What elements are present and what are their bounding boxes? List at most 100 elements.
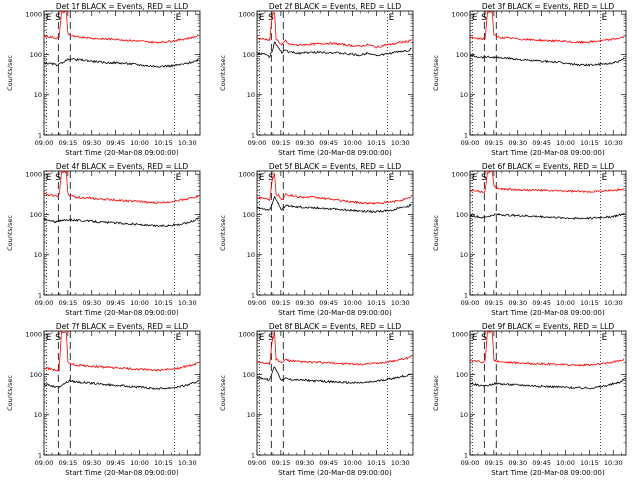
x-tick-label: 10:15	[154, 299, 173, 307]
marker-label: E	[46, 13, 52, 23]
x-tick-label: 09:15	[485, 459, 504, 467]
x-axis-label: Start Time (20-Mar-08 09:00:00)	[491, 149, 605, 157]
y-tick-label: 100	[30, 51, 42, 59]
x-tick-label: 09:45	[106, 299, 125, 307]
marker-label: E	[176, 173, 182, 183]
marker-label: S	[268, 13, 274, 23]
events-series-line	[44, 379, 199, 391]
plot-frame	[469, 330, 627, 456]
marker-label: S	[55, 13, 61, 23]
marker-label: S	[268, 173, 274, 183]
x-axis-label: Start Time (20-Mar-08 09:00:00)	[65, 309, 179, 317]
y-tick-label: 1	[464, 452, 468, 460]
y-tick-label: 10	[247, 411, 255, 419]
x-tick-label: 09:15	[485, 139, 504, 147]
y-tick-label: 100	[243, 51, 255, 59]
y-axis-label: Counts/sec	[6, 215, 14, 251]
x-tick-label: 10:15	[154, 459, 173, 467]
x-axis-label: Start Time (20-Mar-08 09:00:00)	[491, 469, 605, 477]
x-tick-label: 10:00	[130, 139, 149, 147]
x-tick-label: 09:15	[59, 139, 78, 147]
det-chart-1: Det 1f BLACK = Events, RED = LLD Counts/s…	[6, 2, 201, 157]
x-tick-label: 10:30	[391, 459, 410, 467]
y-tick-label: 1000	[238, 11, 255, 19]
marker-label: E	[472, 333, 478, 343]
events-series-line	[470, 212, 625, 220]
x-tick-label: 10:00	[556, 459, 575, 467]
lld-series-line	[44, 171, 199, 205]
y-tick-label: 10	[34, 91, 42, 99]
x-tick-label: 09:00	[248, 299, 267, 307]
x-tick-label: 09:45	[319, 139, 338, 147]
marker-label: E	[259, 333, 265, 343]
det-chart-7: Det 7f BLACK = Events, RED = LLD Counts/s…	[6, 322, 201, 477]
chart-title: Det 4f BLACK = Events, RED = LLD	[56, 162, 189, 171]
plot-frame	[469, 10, 627, 136]
x-tick-label: 10:15	[367, 459, 386, 467]
x-tick-label: 09:00	[35, 299, 54, 307]
x-tick-label: 09:45	[106, 459, 125, 467]
x-tick-label: 10:30	[178, 139, 197, 147]
plot-frame	[43, 330, 201, 456]
lld-series-line	[257, 173, 412, 205]
lld-series-line	[470, 331, 625, 367]
marker-label: S	[481, 13, 487, 23]
det-chart-9: Det 9f BLACK = Events, RED = LLD Counts/s…	[432, 322, 627, 477]
y-axis-label: Counts/sec	[219, 215, 227, 251]
y-tick-label: 100	[243, 371, 255, 379]
marker-label: E	[46, 333, 52, 343]
x-tick-label: 09:00	[35, 139, 54, 147]
x-tick-label: 10:00	[556, 299, 575, 307]
y-tick-label: 10	[247, 251, 255, 259]
y-axis-label: Counts/sec	[6, 55, 14, 91]
chart-title: Det 7f BLACK = Events, RED = LLD	[56, 322, 189, 331]
x-tick-label: 10:00	[130, 459, 149, 467]
x-tick-label: 09:30	[508, 299, 527, 307]
x-tick-label: 09:45	[532, 299, 551, 307]
marker-label: E	[472, 13, 478, 23]
y-tick-label: 100	[456, 211, 468, 219]
events-series-line	[470, 378, 625, 390]
y-axis-label: Counts/sec	[432, 375, 440, 411]
plot-frame	[256, 330, 414, 456]
x-tick-label: 10:15	[367, 139, 386, 147]
x-tick-label: 09:15	[59, 299, 78, 307]
plot-frame	[256, 10, 414, 136]
y-tick-label: 10	[460, 251, 468, 259]
marker-label: E	[472, 173, 478, 183]
x-axis-label: Start Time (20-Mar-08 09:00:00)	[65, 149, 179, 157]
x-tick-label: 09:15	[272, 299, 291, 307]
x-tick-label: 09:15	[272, 459, 291, 467]
chart-title: Det 5f BLACK = Events, RED = LLD	[269, 162, 402, 171]
x-axis-label: Start Time (20-Mar-08 09:00:00)	[65, 469, 179, 477]
x-tick-label: 09:45	[319, 299, 338, 307]
y-tick-label: 1000	[451, 331, 468, 339]
chart-title: Det 2f BLACK = Events, RED = LLD	[269, 2, 402, 11]
y-tick-label: 100	[30, 211, 42, 219]
x-tick-label: 10:15	[580, 299, 599, 307]
x-tick-label: 09:15	[485, 299, 504, 307]
y-tick-label: 10	[34, 251, 42, 259]
x-tick-label: 09:00	[461, 299, 480, 307]
det-chart-2: Det 2f BLACK = Events, RED = LLD Counts/s…	[219, 2, 414, 157]
marker-label: E	[176, 333, 182, 343]
x-tick-label: 10:30	[391, 139, 410, 147]
y-tick-label: 1	[38, 132, 42, 140]
marker-label: S	[55, 333, 61, 343]
y-tick-label: 100	[456, 371, 468, 379]
x-axis-label: Start Time (20-Mar-08 09:00:00)	[278, 309, 392, 317]
det-chart-5: Det 5f BLACK = Events, RED = LLD Counts/s…	[219, 162, 414, 317]
y-tick-label: 1000	[451, 11, 468, 19]
marker-label: E	[602, 173, 608, 183]
x-tick-label: 09:00	[461, 139, 480, 147]
y-tick-label: 1	[464, 292, 468, 300]
x-tick-label: 10:00	[556, 139, 575, 147]
y-tick-label: 100	[30, 371, 42, 379]
x-tick-label: 10:15	[580, 139, 599, 147]
y-tick-label: 1	[251, 292, 255, 300]
lld-series-line	[44, 331, 199, 373]
events-series-line	[257, 41, 412, 58]
y-tick-label: 1000	[25, 11, 42, 19]
y-tick-label: 1	[251, 452, 255, 460]
chart-title: Det 1f BLACK = Events, RED = LLD	[56, 2, 189, 11]
